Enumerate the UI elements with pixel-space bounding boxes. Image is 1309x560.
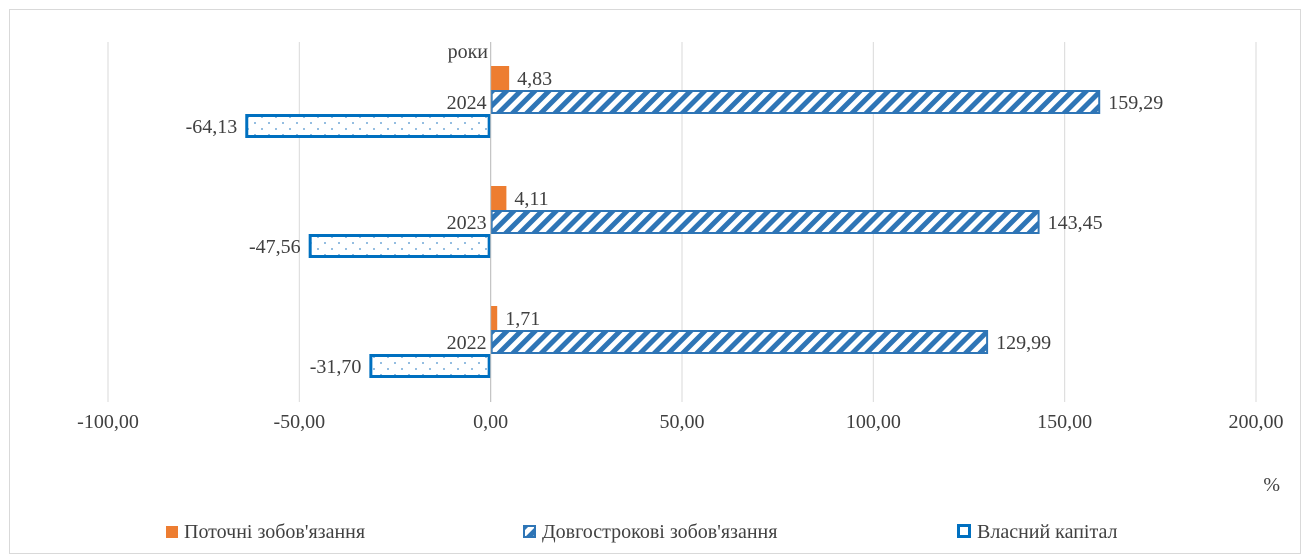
bar-equity-2022 [369, 354, 491, 378]
category-label-2024: 2024 [447, 92, 487, 114]
legend-label-long-term-liabilities: Довгострокові зобов'язання [542, 520, 778, 543]
data-label-current-liabilities-2022: 1,71 [505, 308, 540, 330]
legend-swatch-dotted-icon [957, 521, 971, 544]
category-label-2023: 2023 [447, 212, 487, 234]
legend-swatch-solid-icon [166, 521, 178, 544]
legend-label-equity: Власний капітал [977, 520, 1118, 543]
data-label-equity-2023: -47,56 [249, 236, 301, 258]
legend: Поточні зобов'язання Довгострокові зобов… [0, 514, 1309, 550]
category-label-2022: 2022 [447, 332, 487, 354]
bar-current-liabilities-2022 [490, 306, 498, 330]
data-label-equity-2024: -64,13 [186, 116, 238, 138]
data-label-long-term-liabilities-2023: 143,45 [1048, 212, 1103, 234]
category-axis-title: роки [448, 41, 489, 63]
x-tick-label: -50,00 [273, 411, 325, 433]
data-label-long-term-liabilities-2024: 159,29 [1108, 92, 1163, 114]
bar-equity-2023 [308, 234, 491, 258]
legend-item-long-term-liabilities[interactable]: Довгострокові зобов'язання [523, 514, 777, 550]
legend-label-current-liabilities: Поточні зобов'язання [184, 520, 366, 543]
bar-long-term-liabilities-2022 [490, 330, 989, 354]
bar-equity-2024 [245, 114, 491, 138]
bar-long-term-liabilities-2024 [490, 90, 1101, 114]
bar-long-term-liabilities-2023 [490, 210, 1040, 234]
data-label-current-liabilities-2023: 4,11 [514, 188, 548, 210]
bar-current-liabilities-2024 [490, 66, 510, 90]
x-tick-label: 150,00 [1037, 411, 1092, 433]
bars [245, 42, 1101, 402]
data-label-current-liabilities-2024: 4,83 [517, 68, 552, 90]
x-tick-label: -100,00 [77, 411, 139, 433]
chart-frame [9, 9, 1301, 554]
value-axis-title: % [1263, 474, 1280, 496]
data-label-equity-2022: -31,70 [310, 356, 362, 378]
data-labels: 1,71 129,99 -31,70 2022 4,11 143,45 -47,56 2023… [186, 68, 1164, 378]
data-label-long-term-liabilities-2022: 129,99 [996, 332, 1051, 354]
x-tick-label: 100,00 [846, 411, 901, 433]
legend-item-current-liabilities[interactable]: Поточні зобов'язання [166, 514, 365, 550]
legend-item-equity[interactable]: Власний капітал [957, 514, 1118, 550]
x-tick-label: 200,00 [1229, 411, 1284, 433]
bar-current-liabilities-2023 [490, 186, 507, 210]
legend-swatch-stripes-icon [523, 521, 536, 544]
x-tick-label: 50,00 [660, 411, 705, 433]
x-tick-labels: -100,00 -50,00 0,00 50,00 100,00 150,00 200,00 [77, 411, 1283, 433]
x-tick-label: 0,00 [473, 411, 508, 433]
